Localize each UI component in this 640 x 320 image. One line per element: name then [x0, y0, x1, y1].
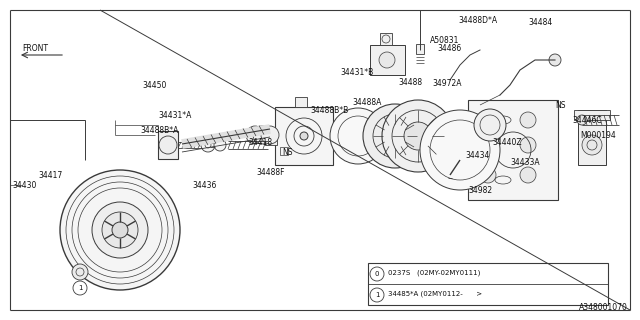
Bar — [275, 107, 333, 165]
Circle shape — [330, 108, 386, 164]
Text: 34486: 34486 — [437, 44, 461, 52]
Text: 34488F: 34488F — [256, 167, 285, 177]
Circle shape — [112, 222, 128, 238]
Bar — [416, 44, 424, 54]
Circle shape — [102, 212, 138, 248]
Circle shape — [404, 122, 432, 150]
Circle shape — [480, 112, 496, 128]
Bar — [280, 147, 288, 155]
Circle shape — [520, 112, 536, 128]
Bar — [574, 110, 610, 120]
Text: 34440Z: 34440Z — [492, 138, 522, 147]
Bar — [578, 110, 606, 165]
Circle shape — [201, 138, 215, 152]
Circle shape — [60, 170, 180, 290]
Circle shape — [379, 52, 395, 68]
Text: 34446C: 34446C — [572, 116, 602, 124]
Text: 0: 0 — [375, 271, 380, 277]
Circle shape — [520, 167, 536, 183]
Text: 34488: 34488 — [398, 77, 422, 86]
Circle shape — [72, 264, 88, 280]
Circle shape — [390, 131, 400, 141]
Text: 34488A: 34488A — [352, 98, 381, 107]
Circle shape — [383, 124, 407, 148]
Text: 34488B*B: 34488B*B — [310, 106, 348, 115]
Text: 34418: 34418 — [248, 138, 272, 147]
Bar — [368, 263, 608, 305]
Text: 34431*A: 34431*A — [158, 110, 191, 119]
Text: 34982: 34982 — [468, 186, 492, 195]
Circle shape — [300, 132, 308, 140]
Circle shape — [253, 126, 271, 144]
Text: 34485*A (02MY0112-      >: 34485*A (02MY0112- > — [388, 291, 482, 297]
Circle shape — [92, 202, 148, 258]
Text: A348001070: A348001070 — [579, 303, 628, 313]
Text: 34436: 34436 — [192, 180, 216, 189]
Circle shape — [480, 167, 496, 183]
Bar — [380, 33, 392, 45]
Bar — [370, 45, 405, 75]
Text: NS: NS — [282, 148, 292, 156]
Text: 34972A: 34972A — [432, 78, 461, 87]
Text: 34431*B: 34431*B — [340, 68, 373, 76]
Circle shape — [549, 54, 561, 66]
Text: 34488B*A: 34488B*A — [140, 125, 179, 134]
Circle shape — [420, 110, 500, 190]
Text: FRONT: FRONT — [22, 44, 48, 52]
Bar — [158, 131, 178, 159]
Circle shape — [577, 115, 587, 125]
Text: 34434: 34434 — [465, 150, 490, 159]
Text: 34484: 34484 — [528, 18, 552, 27]
Circle shape — [520, 137, 536, 153]
Text: 1: 1 — [77, 285, 83, 291]
Circle shape — [261, 126, 279, 144]
Text: 1: 1 — [375, 292, 380, 298]
Circle shape — [214, 139, 226, 151]
Bar — [468, 100, 558, 200]
Circle shape — [582, 135, 602, 155]
Circle shape — [382, 100, 454, 172]
Circle shape — [246, 126, 264, 144]
Circle shape — [480, 137, 496, 153]
Text: NS: NS — [555, 100, 566, 109]
Text: 34417: 34417 — [38, 171, 62, 180]
Text: 34433A: 34433A — [510, 157, 540, 166]
Circle shape — [159, 136, 177, 154]
Text: 34488D*A: 34488D*A — [458, 15, 497, 25]
Text: 0237S   (02MY-02MY0111): 0237S (02MY-02MY0111) — [388, 270, 481, 276]
Circle shape — [474, 109, 506, 141]
Text: M000194: M000194 — [580, 131, 616, 140]
Text: 34450: 34450 — [142, 81, 166, 90]
Circle shape — [363, 104, 427, 168]
Text: 34430: 34430 — [12, 180, 36, 189]
Text: A50831: A50831 — [430, 36, 460, 44]
Bar — [295, 97, 307, 107]
Bar — [265, 131, 277, 145]
